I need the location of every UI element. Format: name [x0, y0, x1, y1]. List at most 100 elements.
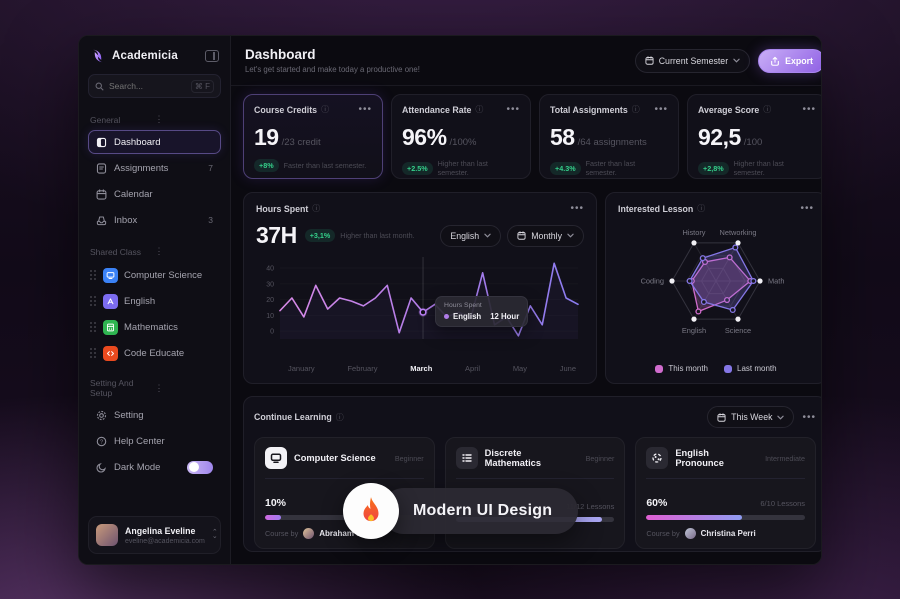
more-menu-icon[interactable]: ••• [802, 104, 816, 115]
drag-handle-icon[interactable] [90, 321, 97, 333]
drag-handle-icon[interactable] [90, 347, 97, 359]
info-icon: ⓘ [763, 105, 772, 114]
section-menu-icon[interactable]: ⋮ [154, 114, 164, 124]
chevron-updown-icon: ⌃ ⌄ [211, 529, 218, 540]
semester-select[interactable]: Current Semester [634, 48, 751, 73]
sidebar-item-dashboard[interactable]: Dashboard [88, 130, 221, 154]
lessons-count: 6/10 Lessons [760, 499, 806, 508]
subject-select[interactable]: English [440, 224, 502, 247]
dark-mode-toggle[interactable] [187, 460, 213, 474]
sidebar-item-mathematics[interactable]: Mathematics [88, 314, 221, 340]
legend-this-month[interactable]: This month [655, 364, 708, 373]
info-icon: ⓘ [335, 412, 344, 422]
chevron-down-icon [567, 233, 574, 238]
trend-badge: +4.3% [550, 161, 581, 175]
help-icon: ? [96, 436, 107, 446]
info-icon: ⓘ [321, 105, 330, 114]
stat-value: 58 [550, 124, 575, 150]
more-menu-icon[interactable]: ••• [358, 104, 372, 115]
section-general: General ⋮ [88, 108, 221, 130]
assignment-icon [96, 162, 107, 174]
brand-header: Academicia [88, 46, 221, 74]
hours-line-chart[interactable]: 0 10 20 30 40 Hours Spent English 12 Hour [256, 253, 584, 364]
section-menu-icon[interactable]: ⋮ [154, 382, 164, 393]
trend-note: Faster than last semester. [283, 161, 367, 170]
info-icon: ⓘ [697, 204, 706, 213]
lessons-count: 11/12 Lessons [566, 502, 615, 511]
stat-card-attendance-rate[interactable]: Attendance Rate ⓘ ••• 96% /100% +2.5% Hi… [391, 94, 531, 179]
sidebar-item-setting[interactable]: Setting [88, 403, 221, 427]
week-select[interactable]: This Week [707, 406, 795, 428]
flame-icon [343, 483, 399, 539]
mathematics-icon [103, 319, 118, 335]
drag-handle-icon[interactable] [90, 295, 97, 307]
instructor-avatar [684, 528, 696, 539]
sidebar-collapse-icon[interactable] [205, 50, 219, 62]
search-input[interactable] [109, 81, 179, 91]
svg-text:40: 40 [266, 266, 274, 273]
legend-last-month[interactable]: Last month [724, 364, 777, 373]
svg-text:Math: Math [768, 277, 784, 286]
course-level: Beginner [394, 453, 424, 463]
radar-chart[interactable]: History Networking Math Science English Codin… [618, 214, 814, 362]
instructor-avatar [303, 528, 315, 539]
calendar-icon [645, 56, 654, 65]
more-menu-icon[interactable]: ••• [570, 203, 584, 214]
sidebar-item-help-center[interactable]: ? Help Center [88, 429, 221, 453]
stat-card-course-credits[interactable]: Course Credits ⓘ ••• 19 /23 credit +8% F… [243, 94, 383, 179]
sidebar-item-inbox[interactable]: Inbox 3 [88, 208, 221, 232]
course-level: Intermediate [765, 453, 806, 463]
x-axis-months: January February March April May June [288, 364, 576, 373]
instructor-name: Abraham Stec [319, 529, 374, 538]
period-select[interactable]: Monthly [507, 224, 584, 247]
legend-swatch-icon [655, 364, 664, 373]
search-box[interactable]: ⌘ F [88, 74, 221, 98]
export-button[interactable]: Export [758, 48, 821, 73]
stat-card-total-assignments[interactable]: Total Assignments ⓘ ••• 58 /64 assignmen… [539, 94, 679, 179]
more-menu-icon[interactable]: ••• [800, 203, 814, 214]
app-window: Academicia ⌘ F General ⋮ Dashboard Assig… [78, 35, 822, 565]
profile-card[interactable]: Angelina Eveline eveline@academicia.com … [88, 516, 221, 554]
svg-text:0: 0 [270, 329, 274, 336]
page-header: Dashboard Let's get started and make tod… [231, 36, 821, 86]
inbox-count-badge: 3 [208, 215, 213, 225]
moon-icon [96, 462, 106, 472]
legend-swatch-icon [724, 364, 732, 373]
stat-suffix: /23 credit [281, 137, 321, 148]
chevron-down-icon [777, 415, 785, 420]
brand-name: Academicia [112, 50, 178, 62]
hours-value: 37H [256, 222, 297, 248]
trend-note: Higher than last semester. [733, 159, 784, 177]
export-icon [771, 56, 779, 66]
trend-note: Faster than last semester. [585, 159, 636, 177]
course-card-english-pronounce[interactable]: English Pronounce Intermediate 60% 6/10 … [635, 437, 817, 549]
stat-suffix: /64 assignments [577, 137, 647, 148]
trend-badge: +2,8% [698, 161, 729, 175]
sidebar-item-code-educate[interactable]: Code Educate [88, 340, 221, 366]
computer-course-icon [265, 447, 287, 469]
stat-suffix: /100 [743, 137, 763, 148]
sidebar-item-english[interactable]: English [88, 288, 221, 314]
info-icon: ⓘ [312, 204, 321, 213]
search-shortcut: ⌘ F [190, 79, 214, 93]
info-icon: ⓘ [631, 105, 640, 114]
section-menu-icon[interactable]: ⋮ [154, 246, 164, 256]
more-menu-icon[interactable]: ••• [506, 104, 520, 115]
stat-card-average-score[interactable]: Average Score ⓘ ••• 92,5 /100 +2,8% High… [687, 94, 821, 179]
svg-text:10: 10 [266, 313, 274, 320]
list-icon [455, 447, 478, 469]
dashboard-icon [96, 137, 107, 147]
computer-science-icon [103, 267, 118, 283]
sidebar-item-computer-science[interactable]: Computer Science [88, 262, 221, 288]
trend-note: Higher than last semester. [437, 159, 488, 177]
sidebar-item-dark-mode[interactable]: Dark Mode [88, 455, 221, 479]
english-icon [103, 293, 118, 309]
profile-name: Angelina Eveline [125, 525, 196, 536]
sidebar-item-assignments[interactable]: Assignments 7 [88, 156, 221, 180]
more-menu-icon[interactable]: ••• [802, 411, 816, 423]
drag-handle-icon[interactable] [90, 269, 97, 281]
sidebar: Academicia ⌘ F General ⋮ Dashboard Assig… [79, 36, 231, 564]
sidebar-item-calendar[interactable]: Calendar [88, 182, 221, 206]
more-menu-icon[interactable]: ••• [654, 104, 668, 115]
pronunciation-icon [646, 447, 669, 469]
